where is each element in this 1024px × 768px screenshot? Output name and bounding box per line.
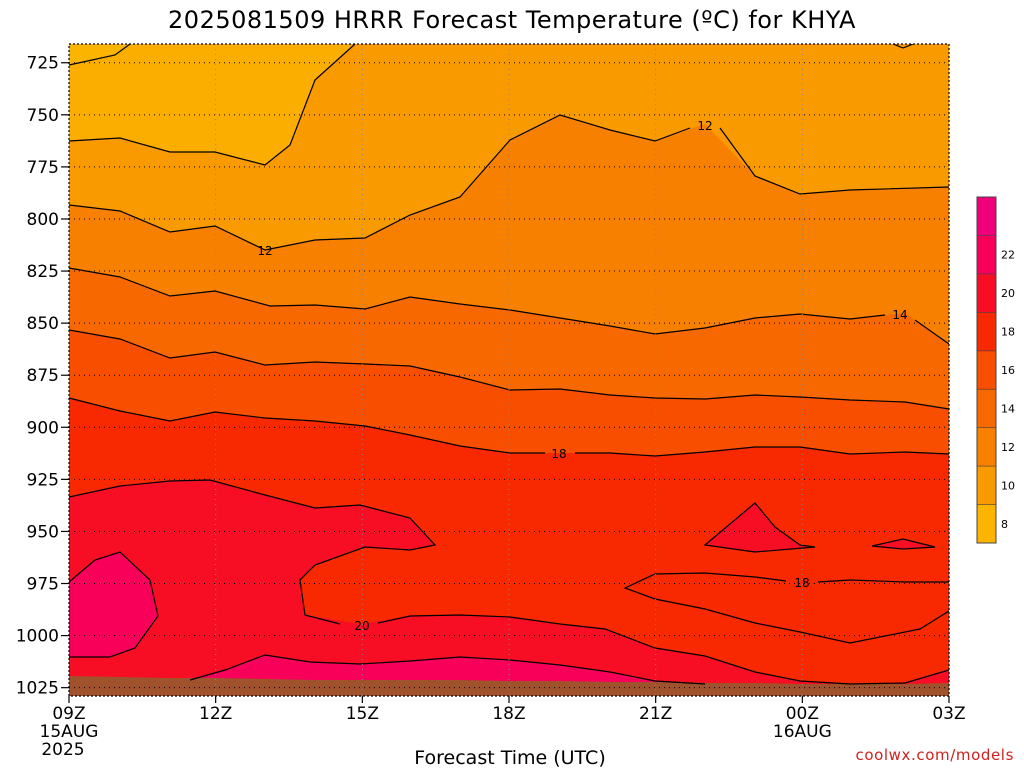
colorbar-swatch bbox=[977, 389, 996, 429]
colorbar-swatch bbox=[977, 350, 996, 390]
x-tick-date: 16AUG bbox=[773, 722, 832, 742]
contour-16 bbox=[69, 329, 949, 410]
colorbar-label: 10 bbox=[1001, 479, 1015, 492]
contour-label: 20 bbox=[354, 619, 369, 633]
contour-label: 12 bbox=[697, 119, 712, 133]
x-tick-label: 12Z bbox=[199, 704, 232, 724]
colorbar: 8 10 12 14 16 18 20 22 bbox=[976, 196, 1015, 544]
band-20-22-right-a bbox=[705, 503, 815, 552]
y-tick-label: 1000 bbox=[16, 627, 59, 647]
y-tick-label: 925 bbox=[27, 470, 59, 490]
y-tick-label: 725 bbox=[27, 54, 59, 74]
y-tick-label: 850 bbox=[27, 314, 59, 334]
y-tick-label: 875 bbox=[27, 366, 59, 386]
colorbar-label: 16 bbox=[1001, 364, 1015, 377]
colorbar-swatch bbox=[977, 235, 996, 275]
contour-18-lower bbox=[623, 572, 949, 644]
y-tick-label: 775 bbox=[27, 158, 59, 178]
colorbar-label: 18 bbox=[1001, 326, 1015, 339]
colorbar-label: 12 bbox=[1001, 441, 1015, 454]
y-tick-label: 900 bbox=[27, 418, 59, 438]
contour-10b bbox=[69, 44, 356, 166]
y-tick-label: 825 bbox=[27, 262, 59, 282]
colorbar-swatch bbox=[977, 197, 996, 236]
x-tick-label: 03Z bbox=[932, 704, 965, 724]
band-8-10 bbox=[69, 44, 130, 65]
colorbar-swatch bbox=[977, 504, 996, 544]
y-tick-label: 975 bbox=[27, 575, 59, 595]
contour-22 bbox=[69, 551, 159, 658]
contour-8-top bbox=[892, 44, 914, 49]
grid-lines bbox=[69, 44, 949, 696]
y-tick-label: 950 bbox=[27, 522, 59, 542]
contour-label: 18 bbox=[551, 447, 566, 461]
contour-18 bbox=[69, 397, 949, 457]
chart-title: 2025081509 HRRR Forecast Temperature (ºC… bbox=[168, 6, 856, 34]
contour-label: 14 bbox=[892, 308, 907, 322]
colorbar-swatch bbox=[977, 273, 996, 313]
band-20-22 bbox=[69, 480, 949, 696]
contour-label: 12 bbox=[257, 244, 272, 258]
colorbar-label: 8 bbox=[1001, 518, 1008, 531]
contour-20 bbox=[69, 479, 949, 685]
x-tick-label: 00Z bbox=[786, 704, 819, 724]
contour-label: 18 bbox=[794, 576, 809, 590]
contour-20-closed-b bbox=[871, 538, 936, 550]
x-tick-label: 09Z bbox=[52, 704, 85, 724]
credit-text: coolwx.com/models bbox=[856, 746, 1015, 764]
band-18-20-lower bbox=[625, 573, 949, 643]
colorbar-label: 22 bbox=[1001, 249, 1015, 262]
band-10-12-upper bbox=[69, 44, 355, 165]
y-tick-label: 800 bbox=[27, 210, 59, 230]
band-20-22-right-b bbox=[872, 539, 935, 549]
colorbar-swatch bbox=[977, 427, 996, 467]
terrain bbox=[69, 676, 949, 696]
y-tick-label: 1025 bbox=[16, 679, 59, 699]
contour-12 bbox=[69, 114, 949, 251]
contour-22-surface bbox=[189, 654, 706, 685]
colorbar-label: 14 bbox=[1001, 402, 1015, 415]
x-tick-year: 2025 bbox=[41, 740, 84, 760]
x-tick-label: 18Z bbox=[492, 704, 525, 724]
x-tick-label: 21Z bbox=[639, 704, 672, 724]
x-axis-label: Forecast Time (UTC) bbox=[414, 747, 605, 768]
contour-14 bbox=[69, 267, 949, 345]
contour-lines bbox=[69, 44, 949, 685]
contour-10 bbox=[69, 44, 131, 66]
contour-label-group: 12 12 14 18 18 20 bbox=[257, 119, 907, 633]
colorbar-swatch bbox=[977, 312, 996, 352]
y-tick-label: 750 bbox=[27, 106, 59, 126]
x-tick-label: 15Z bbox=[346, 704, 379, 724]
contour-20-closed-a bbox=[703, 502, 816, 553]
colorbar-label: 20 bbox=[1001, 287, 1015, 300]
x-tick-date: 15AUG bbox=[40, 722, 99, 742]
colorbar-swatch bbox=[977, 466, 996, 506]
colorbar-frame bbox=[976, 196, 997, 544]
y-axis: 725 750 775 800 825 850 875 900 925 950 975 1000 102… bbox=[16, 54, 69, 699]
band-22-24 bbox=[69, 552, 158, 657]
